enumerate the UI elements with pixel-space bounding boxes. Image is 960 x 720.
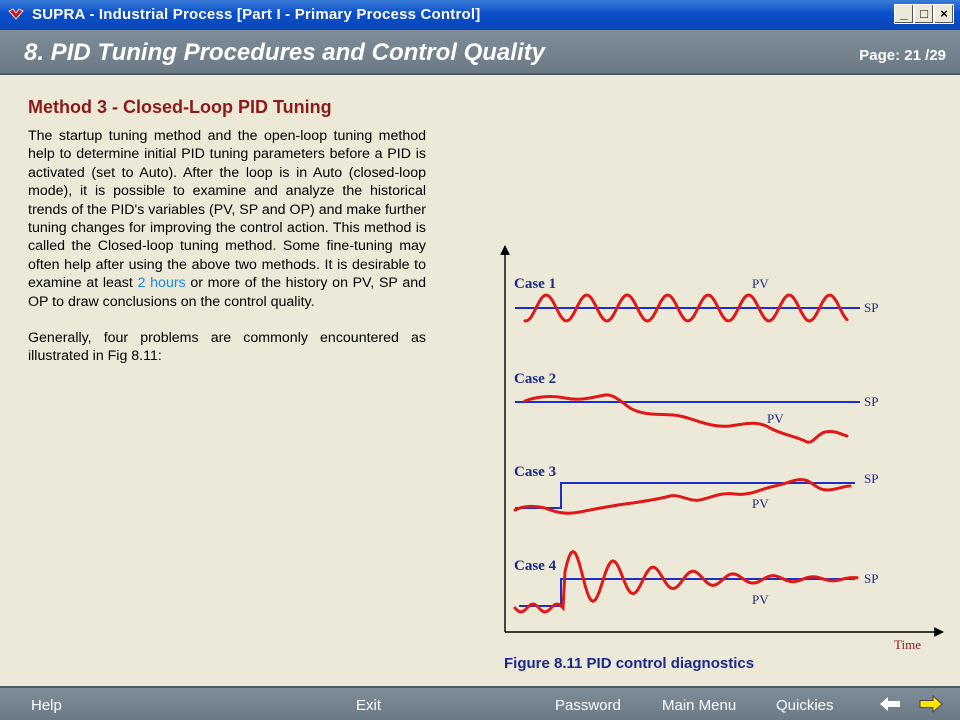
case-4-pv-label: PV: [752, 592, 769, 607]
case-1-pv-label: PV: [752, 276, 769, 291]
page-indicator: Page: 21 /29: [859, 47, 946, 64]
bottom-nav-bar: Help Exit Password Main Menu Quickies: [0, 686, 960, 720]
section-title: Method 3 - Closed-Loop PID Tuning: [28, 97, 332, 117]
chapter-title: 8. PID Tuning Procedures and Control Qua…: [24, 39, 545, 66]
back-arrow-icon[interactable]: [878, 694, 902, 714]
case-4-label: Case 4: [514, 558, 557, 574]
figure-caption: Figure 8.11 PID control diagnostics: [504, 655, 755, 672]
case-1-label: Case 1: [514, 276, 556, 292]
minimize-button[interactable]: _: [894, 4, 914, 24]
hours-link[interactable]: 2 hours: [137, 275, 186, 292]
body-text: The startup tuning method and the open-l…: [28, 127, 426, 384]
time-axis-label: Time: [894, 637, 921, 652]
case-3-label: Case 3: [514, 464, 556, 480]
case-1-sp-label: SP: [864, 300, 878, 315]
window-titlebar: SUPRA - Industrial Process [Part I - Pri…: [0, 0, 960, 30]
paragraph-1-part-a: The startup tuning method and the open-l…: [28, 128, 426, 292]
case-4-sp-line: [519, 578, 855, 607]
case-2-pv-curve: [523, 393, 849, 444]
forward-arrow-icon[interactable]: [918, 694, 944, 714]
maximize-button[interactable]: □: [914, 4, 934, 24]
case-2-sp-label: SP: [864, 394, 878, 409]
quickies-button[interactable]: Quickies: [776, 697, 834, 714]
password-button[interactable]: Password: [555, 697, 621, 714]
window-title: SUPRA - Industrial Process [Part I - Pri…: [32, 6, 481, 23]
main-menu-button[interactable]: Main Menu: [662, 697, 737, 714]
case-3-pv-label: PV: [752, 496, 769, 511]
case-3-pv-curve: [513, 478, 852, 515]
supra-app-icon: [8, 8, 24, 20]
case-4-pv-curve: [513, 549, 859, 614]
paragraph-2: Generally, four problems are commonly en…: [28, 330, 426, 365]
pid-diagnostics-figure: Time Case 1 PV SP Case 2 PV SP Case 3 PV…: [500, 245, 944, 652]
case-3-sp-line: [515, 482, 855, 509]
chapter-header: 8. PID Tuning Procedures and Control Qua…: [0, 30, 960, 75]
paragraph-1: The startup tuning method and the open-l…: [28, 127, 426, 311]
case-2-pv-label: PV: [767, 411, 784, 426]
help-button[interactable]: Help: [31, 697, 62, 714]
exit-button[interactable]: Exit: [356, 697, 382, 714]
case-1-pv-curve: [523, 293, 849, 323]
case-2-label: Case 2: [514, 371, 556, 387]
case-3-sp-label: SP: [864, 471, 878, 486]
case-4-sp-label: SP: [864, 571, 878, 586]
paragraph-1-part-b: or more of the history on PV, SP and OP …: [28, 275, 426, 310]
close-button[interactable]: ×: [934, 4, 954, 24]
